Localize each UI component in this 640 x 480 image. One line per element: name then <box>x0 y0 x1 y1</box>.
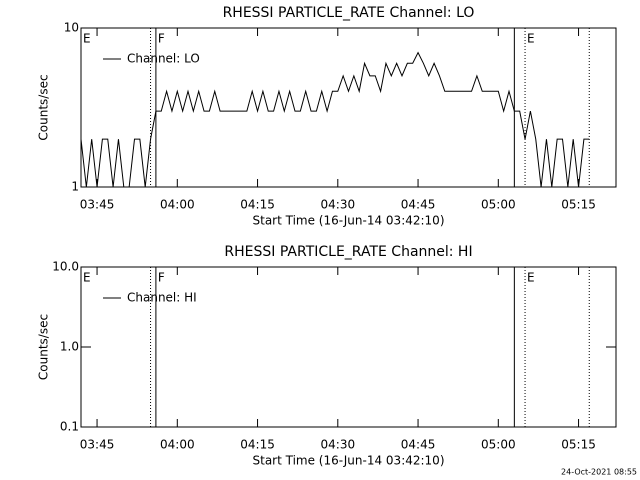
chart-title: RHESSI PARTICLE_RATE Channel: LO <box>223 5 475 21</box>
x-tick-label: 03:45 <box>80 438 115 452</box>
chart-title: RHESSI PARTICLE_RATE Channel: HI <box>224 244 472 260</box>
y-tick-label: 10 <box>64 21 79 35</box>
y-tick-label: 10.0 <box>52 260 79 274</box>
x-tick-label: 05:15 <box>561 438 596 452</box>
x-tick-label: 04:00 <box>160 198 195 212</box>
x-axis-label: Start Time (16-Jun-14 03:42:10) <box>253 454 445 468</box>
interval-label: F <box>158 271 165 285</box>
plot-frame <box>80 27 617 188</box>
x-tick-label: 05:00 <box>481 198 516 212</box>
x-tick-label: 04:30 <box>321 438 356 452</box>
legend-label: Channel: LO <box>127 52 200 66</box>
x-axis-label: Start Time (16-Jun-14 03:42:10) <box>253 214 445 228</box>
x-tick-label: 05:00 <box>481 438 516 452</box>
footer: 24-Oct-2021 08:55 <box>561 468 637 477</box>
x-tick-label: 04:30 <box>321 198 356 212</box>
x-tick-label: 04:15 <box>240 198 275 212</box>
interval-label: F <box>158 32 165 46</box>
x-tick-label: 04:15 <box>240 438 275 452</box>
interval-label: E <box>83 271 91 285</box>
x-tick-label: 04:45 <box>401 438 436 452</box>
interval-label: E <box>527 271 535 285</box>
x-tick-label: 04:45 <box>401 198 436 212</box>
y-axis-label: Counts/sec <box>37 314 51 380</box>
legend-label: Channel: HI <box>127 291 197 305</box>
x-tick-label: 05:15 <box>561 198 596 212</box>
x-tick-label: 04:00 <box>160 438 195 452</box>
interval-label: E <box>83 32 91 46</box>
interval-label: E <box>527 32 535 46</box>
y-tick-label: 1.0 <box>60 340 79 354</box>
x-tick-label: 03:45 <box>80 198 115 212</box>
data-line <box>80 51 590 188</box>
y-tick-label: 0.1 <box>60 420 79 434</box>
y-tick-label: 1 <box>71 180 79 194</box>
y-axis-label: Counts/sec <box>37 74 51 140</box>
